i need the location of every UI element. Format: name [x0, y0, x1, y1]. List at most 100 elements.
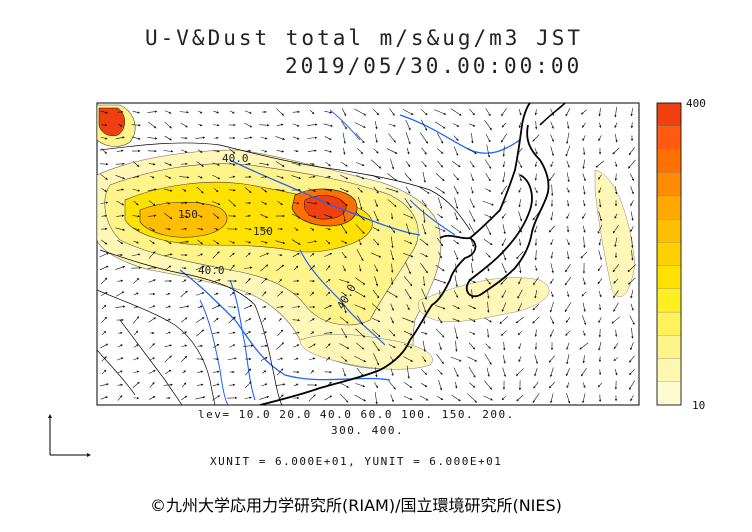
- wind-vector: [613, 357, 619, 361]
- wind-vector: [534, 187, 538, 194]
- wind-vector: [436, 354, 444, 365]
- wind-vector: [452, 318, 461, 322]
- wind-vector: [115, 227, 126, 231]
- wind-vector: [101, 239, 108, 245]
- wind-vector: [438, 379, 443, 391]
- wind-vector: [133, 200, 139, 206]
- wind-vector: [309, 318, 315, 322]
- wind-vector: [163, 383, 173, 387]
- wind-vector: [100, 277, 108, 285]
- wind-vector: [117, 370, 123, 374]
- wind-vector: [485, 343, 491, 349]
- wind-vector: [550, 161, 554, 168]
- color-scale-step: [656, 288, 682, 313]
- wind-vector: [228, 344, 236, 348]
- wind-vector: [213, 110, 220, 114]
- wind-vector: [434, 109, 447, 115]
- wind-vector: [371, 252, 382, 258]
- wind-vector: [211, 304, 221, 310]
- wind-vector: [275, 240, 286, 244]
- wind-vector: [500, 277, 508, 285]
- wind-vector: [468, 223, 476, 236]
- wind-vector: [549, 329, 555, 338]
- wind-vector: [515, 316, 524, 324]
- wind-vector: [340, 200, 348, 206]
- wind-vector: [356, 367, 364, 377]
- wind-vector: [372, 289, 380, 299]
- wind-vector: [486, 367, 490, 377]
- wind-vector: [164, 355, 172, 363]
- wind-vector: [211, 279, 221, 283]
- wind-vector: [197, 110, 203, 114]
- wind-vector: [276, 394, 284, 402]
- wind-vector: [245, 162, 252, 166]
- wind-vector: [486, 264, 490, 272]
- wind-vector: [483, 239, 493, 246]
- wind-vector: [310, 227, 315, 231]
- wind-vector: [467, 393, 477, 403]
- wind-vector: [132, 110, 140, 114]
- contour-levels-line1: lev= 10.0 20.0 40.0 60.0 100. 150. 200.: [198, 408, 515, 421]
- wind-vector: [165, 331, 171, 335]
- wind-vector: [354, 290, 366, 298]
- wind-vector: [308, 215, 317, 218]
- wind-vector: [325, 227, 331, 231]
- border-tibet: [99, 249, 256, 306]
- wind-vector: [598, 290, 602, 298]
- wind-vector: [339, 343, 350, 349]
- wind-vector: [565, 145, 571, 157]
- wind-vector: [450, 356, 462, 362]
- wind-vector: [502, 161, 505, 168]
- wind-vector: [373, 108, 379, 116]
- wind-vector: [341, 301, 347, 314]
- wind-vector: [502, 249, 507, 261]
- wind-vector: [244, 304, 253, 309]
- wind-vector: [467, 356, 478, 362]
- wind-vector: [438, 342, 442, 351]
- wind-vector: [485, 108, 491, 117]
- wind-vector: [323, 214, 333, 219]
- wind-vector: [583, 185, 586, 195]
- wind-vector: [355, 277, 366, 285]
- wind-vector: [339, 382, 350, 388]
- wind-vector: [469, 108, 475, 116]
- river-yellow: [229, 159, 421, 236]
- wind-vector: [354, 394, 367, 402]
- wind-vector: [293, 357, 299, 361]
- wind-vector: [116, 149, 124, 152]
- wind-vector: [198, 279, 203, 283]
- wind-vector: [532, 393, 540, 404]
- wind-vector: [454, 197, 459, 209]
- wind-vector: [518, 173, 522, 182]
- wind-vector: [325, 161, 331, 167]
- wind-vector: [292, 331, 300, 334]
- wind-vector: [293, 149, 299, 153]
- wind-vector: [434, 226, 446, 232]
- wind-vector: [100, 174, 108, 180]
- wind-vector: [276, 342, 285, 350]
- wind-vector: [518, 122, 521, 129]
- wind-vector: [390, 158, 395, 170]
- wind-vector: [404, 198, 412, 209]
- wind-vector: [181, 331, 188, 335]
- wind-vector: [100, 162, 109, 166]
- wind-vector: [355, 328, 366, 338]
- wind-vector: [388, 380, 396, 390]
- wind-vector: [418, 186, 430, 194]
- wind-vector: [501, 108, 507, 117]
- map-title-line1: U-V&Dust total m/s&ug/m3 JST: [145, 26, 584, 50]
- wind-vector: [276, 123, 284, 126]
- wind-vector: [101, 316, 107, 324]
- wind-vector: [566, 354, 570, 365]
- wind-vector: [566, 392, 571, 404]
- wind-vector: [133, 292, 139, 296]
- wind-vector: [437, 237, 444, 247]
- wind-vector: [245, 149, 252, 153]
- wind-vector: [195, 136, 206, 139]
- wind-vector: [117, 331, 123, 335]
- wind-vector: [291, 175, 302, 180]
- wind-vector: [195, 292, 205, 296]
- wind-vector: [260, 240, 268, 244]
- wind-vector: [629, 369, 635, 376]
- wind-vector: [373, 352, 379, 366]
